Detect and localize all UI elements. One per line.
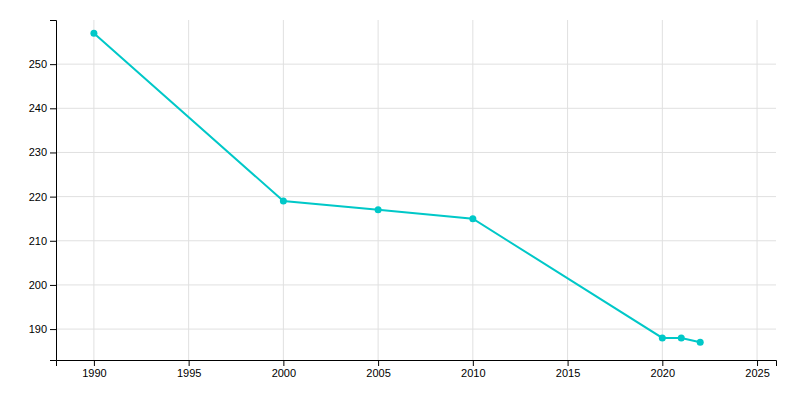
grid-line-y — [56, 196, 776, 197]
point — [375, 206, 382, 213]
grid-line-x — [283, 20, 284, 360]
grid-line-y — [56, 64, 776, 65]
x-tick-mark — [662, 360, 663, 366]
grid-line-x — [378, 20, 379, 360]
point — [469, 215, 476, 222]
y-tick-label: 200 — [29, 279, 47, 291]
x-tick: 1995 — [177, 360, 201, 379]
x-tick: 2015 — [556, 360, 580, 379]
x-tick-mark — [189, 360, 190, 366]
y-tick: 210 — [29, 235, 56, 247]
y-tick: 250 — [29, 58, 56, 70]
x-tick: 2005 — [366, 360, 390, 379]
series — [90, 30, 703, 346]
chart: 1990 1995 2000 2005 2010 2015 2020 2025 190 200 21… — [0, 0, 800, 400]
x-tick: 2000 — [272, 360, 296, 379]
x-tick-label: 2025 — [745, 367, 769, 379]
y-tick-mark — [50, 64, 56, 65]
grid-line-y — [56, 329, 776, 330]
point — [280, 198, 287, 205]
y-tick-label: 230 — [29, 146, 47, 158]
y-tick-mark — [50, 152, 56, 153]
grid-line-y — [56, 284, 776, 285]
y-tick: 190 — [29, 323, 56, 335]
y-tick-label: 240 — [29, 102, 47, 114]
x-tick-label: 1990 — [82, 367, 106, 379]
x-tick: 2010 — [461, 360, 485, 379]
x-tick-label: 2005 — [366, 367, 390, 379]
y-tick-label: 210 — [29, 235, 47, 247]
plot-area: 1990 1995 2000 2005 2010 2015 2020 2025 190 200 21… — [29, 20, 777, 379]
y-tick-mark — [50, 285, 56, 286]
grid — [56, 20, 776, 360]
grid-line-x — [567, 20, 568, 360]
x-tick-label: 2020 — [651, 367, 675, 379]
grid-line-y — [56, 240, 776, 241]
x-tick: 1990 — [82, 360, 106, 379]
x-tick-mark — [283, 360, 284, 366]
y-tick: 200 — [29, 279, 56, 291]
x-tick-mark — [568, 360, 569, 366]
y-tick-mark — [50, 197, 56, 198]
point — [90, 30, 97, 37]
point — [659, 334, 666, 341]
x-tick-mark — [378, 360, 379, 366]
grid-line-x — [472, 20, 473, 360]
x-tick-label: 2000 — [272, 367, 296, 379]
x-tick: 2020 — [651, 360, 675, 379]
grid-line-y — [56, 108, 776, 109]
grid-line-x — [93, 20, 94, 360]
point — [678, 334, 685, 341]
y-tick: 240 — [29, 102, 56, 114]
grid-line-x — [662, 20, 663, 360]
line — [94, 33, 700, 342]
x-axis: 1990 1995 2000 2005 2010 2015 2020 2025 — [57, 360, 777, 379]
y-axis: 190 200 210 220 230 240 250 — [29, 21, 57, 361]
y-tick-label: 250 — [29, 58, 47, 70]
y-tick: 220 — [29, 191, 56, 203]
x-tick-label: 1995 — [177, 367, 201, 379]
x-tick-label: 2010 — [461, 367, 485, 379]
y-tick-mark — [50, 329, 56, 330]
x-tick-mark — [473, 360, 474, 366]
grid-line-y — [56, 152, 776, 153]
grid-line-x — [188, 20, 189, 360]
x-tick-mark — [757, 360, 758, 366]
y-axis-line — [50, 21, 57, 361]
point — [697, 339, 704, 346]
x-axis-line — [57, 361, 777, 367]
grid-line-x — [757, 20, 758, 360]
y-tick-mark — [50, 241, 56, 242]
x-tick: 2025 — [745, 360, 769, 379]
x-tick-mark — [94, 360, 95, 366]
y-tick-label: 220 — [29, 191, 47, 203]
y-tick: 230 — [29, 146, 56, 158]
y-tick-label: 190 — [29, 323, 47, 335]
x-tick-label: 2015 — [556, 367, 580, 379]
y-tick-mark — [50, 108, 56, 109]
